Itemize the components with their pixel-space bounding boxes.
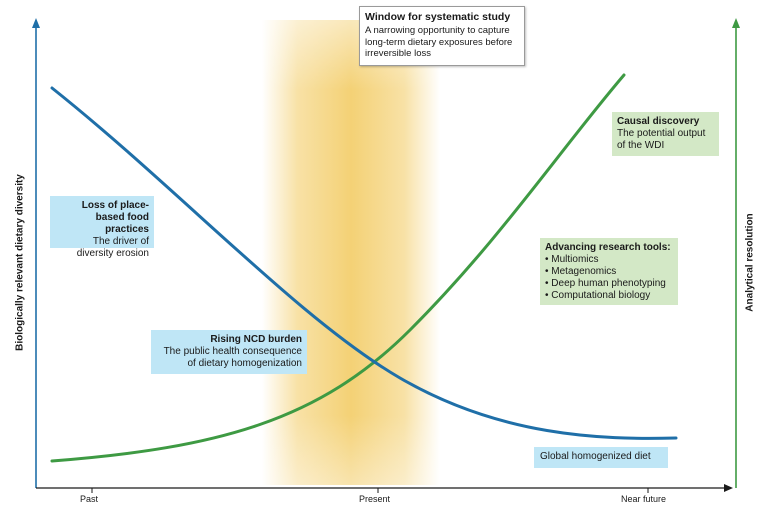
ncd-box: Rising NCD burden The public health cons… xyxy=(151,330,307,374)
tools-list-item: Computational biology xyxy=(545,290,673,302)
tools-box: Advancing research tools: Multiomics Met… xyxy=(540,238,678,305)
window-band-fade xyxy=(262,20,440,485)
x-tick-label-present: Present xyxy=(359,494,391,504)
x-tick-label-past: Past xyxy=(80,494,99,504)
window-callout-text: A narrowing opportunity to capture long-… xyxy=(365,25,513,59)
dietary-diversity-curve xyxy=(50,86,678,440)
tools-list-item: Multiomics xyxy=(545,254,673,266)
tools-list-item: Deep human phenotyping xyxy=(545,278,673,290)
ncd-box-text: The public health consequence of dietary… xyxy=(163,346,302,369)
ncd-box-title: Rising NCD burden xyxy=(210,334,302,345)
tools-box-title: Advancing research tools: xyxy=(545,242,671,253)
x-axis-arrow xyxy=(724,484,733,492)
window-callout-title: Window for systematic study xyxy=(365,11,511,23)
left-axis-arrow xyxy=(32,18,40,28)
causal-box: Causal discovery The potential output of… xyxy=(612,112,719,156)
left-axis-label: Biologically relevant dietary diversity xyxy=(14,174,26,351)
right-axis-arrow xyxy=(732,18,740,28)
global-diet-box: Global homogenized diet xyxy=(534,447,668,468)
right-axis-label: Analytical resolution xyxy=(744,213,756,312)
loss-box: Loss of place-based food practices The d… xyxy=(50,196,154,259)
analytical-resolution-curve xyxy=(50,73,626,463)
tools-list: Multiomics Metagenomics Deep human pheno… xyxy=(545,254,673,302)
x-tick-label-near-future: Near future xyxy=(621,494,667,504)
causal-box-title: Causal discovery xyxy=(617,116,700,127)
global-diet-text: Global homogenized diet xyxy=(540,451,651,462)
tools-list-item: Metagenomics xyxy=(545,266,673,278)
loss-box-text: The driver of diversity erosion xyxy=(76,236,149,259)
window-callout: Window for systematic study A narrowing … xyxy=(359,6,525,66)
loss-box-title: Loss of place-based food practices xyxy=(81,200,149,235)
causal-box-text: The potential output of the WDI xyxy=(617,128,706,151)
